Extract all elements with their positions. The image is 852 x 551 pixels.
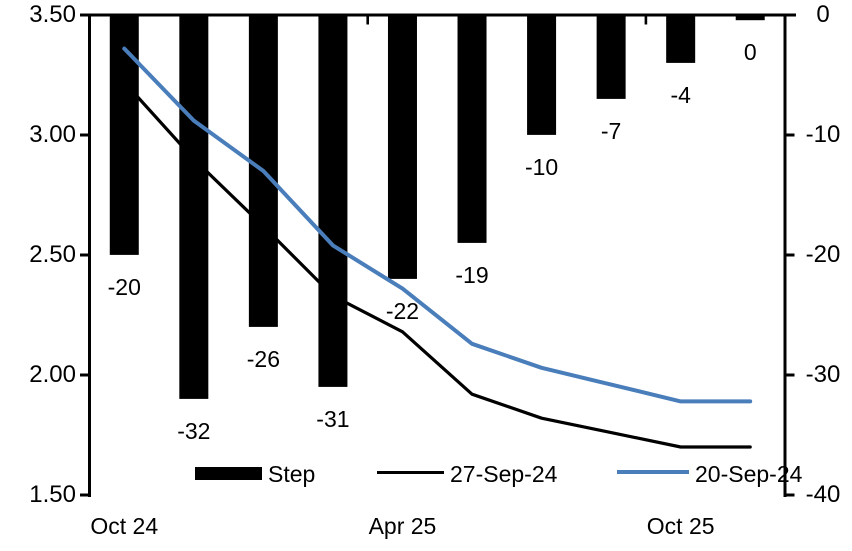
bar-data-label: -26 (246, 345, 280, 372)
left-axis-tick-label: 2.00 (29, 361, 76, 388)
line-series-27-sep-24 (122, 80, 752, 449)
right-axis-tick-label: -10 (805, 121, 841, 148)
bar (109, 16, 139, 255)
bar (318, 16, 348, 387)
bar-data-label: -20 (107, 273, 141, 300)
right-axis-tick-label: -30 (805, 361, 841, 388)
right-axis-tick-label: -20 (805, 241, 841, 268)
bar (457, 16, 487, 243)
bar (387, 16, 417, 279)
right-axis-tick-label: -40 (805, 481, 841, 508)
bar-data-label: -19 (455, 261, 489, 288)
bar (527, 16, 557, 135)
line-series-20-sep-24 (122, 46, 753, 404)
legend-bar-swatch (195, 467, 262, 480)
legend-label: 20-Sep-24 (695, 461, 803, 487)
bar-data-label: -31 (316, 405, 350, 432)
bar (735, 16, 765, 21)
left-axis-tick-label: 1.50 (29, 481, 76, 508)
bar-data-label: -22 (385, 297, 420, 324)
right-axis-tick-label: 0 (816, 1, 830, 28)
x-axis-tick-label: Oct 25 (646, 513, 715, 539)
bar-data-label: -32 (177, 417, 211, 444)
bar-data-label: -10 (524, 153, 559, 180)
legend-line-swatch (377, 471, 444, 475)
legend-line-swatch (617, 470, 689, 474)
x-axis-tick-label: Oct 24 (90, 513, 159, 539)
left-axis-tick-label: 3.50 (29, 1, 76, 28)
bar (666, 16, 696, 63)
left-axis-tick-label: 2.50 (29, 241, 76, 268)
bar (596, 16, 626, 99)
x-axis-tick-label: Apr 25 (368, 513, 437, 539)
bar (179, 16, 209, 399)
bar-data-label: -4 (670, 81, 691, 108)
left-axis-tick-label: 3.00 (29, 121, 76, 148)
bar-data-label: -7 (600, 117, 622, 144)
legend-label: Step (268, 461, 316, 487)
legend-label: 27-Sep-24 (450, 461, 558, 487)
bar-data-label: 0 (743, 39, 757, 66)
